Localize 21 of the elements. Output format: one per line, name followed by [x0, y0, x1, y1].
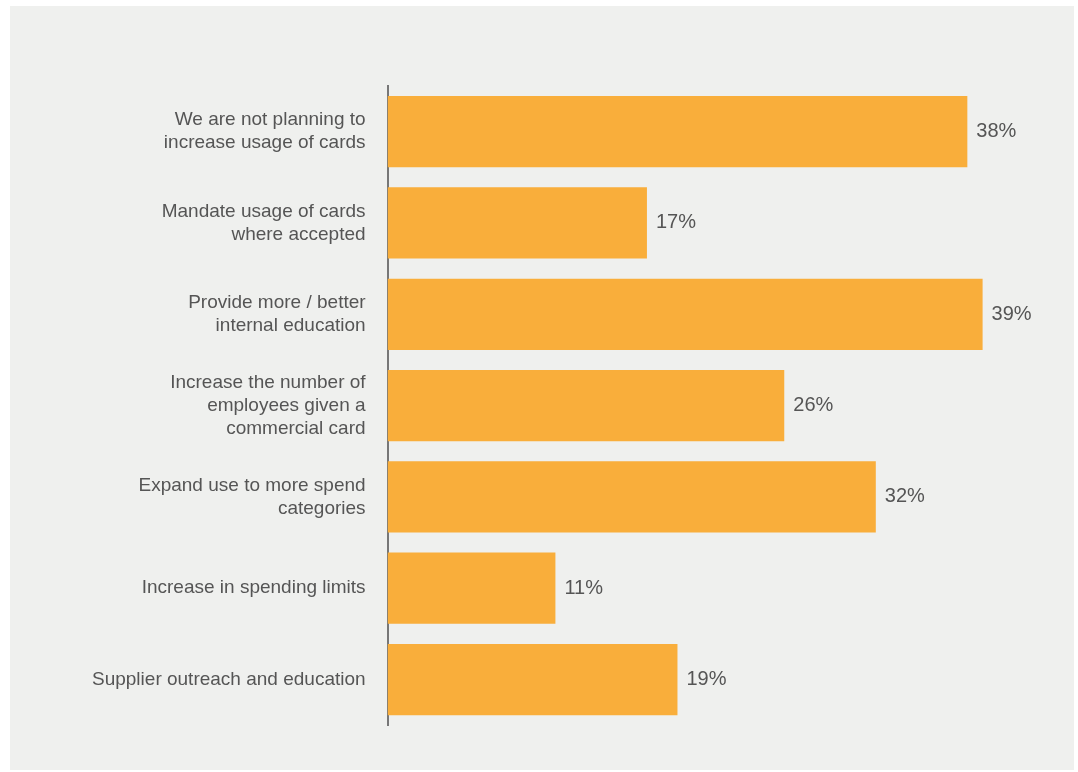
- bar: [387, 643, 678, 716]
- bar: [387, 96, 968, 168]
- data-label: 32%: [884, 484, 926, 507]
- y-tick-label: We are not planning to increase usage of cards: [163, 108, 366, 153]
- bar: [387, 552, 556, 624]
- bar: [387, 461, 876, 533]
- y-tick-label: Provide more / better internal education: [188, 291, 367, 335]
- bar: [387, 187, 647, 259]
- data-label: 11%: [564, 575, 604, 598]
- y-tick-label: Expand use to more spend categories: [138, 473, 366, 518]
- data-label: 26%: [793, 393, 834, 416]
- y-tick-label: Increase in spending limits: [141, 576, 366, 598]
- y-tick-label: Supplier outreach and education: [92, 667, 366, 689]
- y-tick-label: Increase the number of employees given a commercial card: [170, 371, 367, 438]
- data-label: 38%: [976, 119, 1017, 142]
- data-label: 19%: [686, 667, 727, 690]
- data-label: 17%: [655, 210, 697, 233]
- y-tick-label: Mandate usage of cards where accepted: [161, 199, 366, 244]
- bar: [387, 369, 785, 442]
- data-label: 39%: [991, 301, 1032, 324]
- bar: [387, 278, 983, 350]
